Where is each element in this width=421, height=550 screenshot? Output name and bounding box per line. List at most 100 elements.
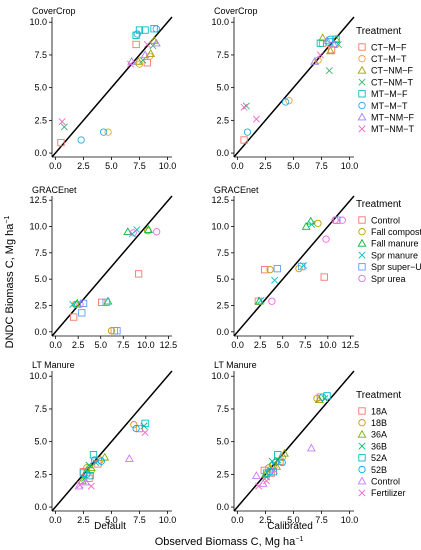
panel-strip-title: LT Manure [32, 360, 75, 370]
data-point [135, 424, 144, 433]
data-point [77, 136, 85, 144]
data-point [81, 477, 91, 486]
legend-label: CT−NM−F [371, 66, 414, 76]
panel-covercrop-default: CoverCrop 0.0 2.5 5.0 7.5 10.0 0.0 2.5 5.0 7.5 10.… [29, 6, 176, 171]
data-point [332, 35, 340, 43]
data-point [103, 296, 113, 305]
data-point [263, 477, 271, 485]
y-tick-label: 2.5 [34, 300, 47, 310]
y-axis-title: DNDC Biomass C, Mg ha−1 [4, 216, 16, 349]
data-point [266, 266, 274, 274]
x-tick-label: 5.0 [276, 340, 289, 350]
data-point [133, 30, 141, 38]
one-to-one-line [51, 195, 173, 337]
data-point [269, 468, 277, 476]
data-point [90, 456, 99, 464]
col-label-calibrated: Calibrated [267, 521, 313, 532]
data-point [255, 482, 263, 490]
x-tick-label: 5.0 [287, 161, 300, 171]
data-point [329, 39, 339, 48]
data-point [87, 482, 95, 490]
x-tick-label: 0.0 [49, 515, 62, 525]
legend-label: Fall compost [371, 227, 421, 237]
y-tick-label: 10.0 [211, 371, 229, 381]
x-tick-label: 2.5 [77, 161, 90, 171]
legend-key [358, 55, 366, 63]
legend-label: MT−M−T [371, 101, 408, 111]
y-tick-label: 10.0 [29, 222, 47, 232]
data-point [240, 103, 248, 111]
x-tick-label: 2.5 [259, 161, 272, 171]
legend-title: Treatment [356, 26, 401, 37]
legend-label: 52B [371, 465, 387, 475]
data-point [130, 420, 138, 429]
legend-key [358, 228, 366, 236]
legend-key [357, 429, 367, 438]
data-point [143, 40, 151, 48]
legend-label: 52A [371, 453, 387, 463]
x-tick-label: 2.5 [72, 340, 85, 350]
legend-key [358, 251, 366, 259]
y-tick-label: 12.5 [211, 195, 229, 205]
legend-key [358, 216, 366, 224]
data-point [107, 327, 116, 335]
x-tick-label: 2.5 [77, 515, 90, 525]
data-point [333, 216, 341, 224]
legend-label: CT−NM−T [371, 77, 414, 87]
data-point [325, 46, 335, 55]
x-tick-label: 7.5 [133, 515, 146, 525]
data-point [140, 50, 150, 59]
data-point [85, 461, 93, 469]
legend-key [358, 465, 366, 474]
data-point [57, 138, 65, 147]
y-tick-label: 10.0 [29, 17, 47, 27]
data-point [314, 219, 322, 228]
data-point [240, 136, 248, 144]
data-point [143, 59, 151, 67]
legend-key [358, 442, 366, 450]
x-tick-label: 10.0 [159, 515, 177, 525]
data-point [320, 273, 328, 281]
legend-key [357, 112, 367, 121]
data-point [306, 443, 316, 452]
legend-label: CT−M−T [371, 54, 407, 64]
data-point [78, 309, 86, 317]
legend-covercrop: Treatment CT−M−F CT−M−T CT−NM−FCT−NM−T MT−M−… [356, 26, 415, 134]
x-tick-label: 7.5 [117, 340, 130, 350]
data-point [129, 229, 137, 237]
data-point [268, 297, 276, 305]
data-point [132, 424, 140, 433]
data-point [242, 102, 250, 110]
legend-key [358, 419, 366, 427]
y-tick-label: 5.0 [216, 437, 229, 447]
y-tick-label: 5.0 [34, 437, 47, 447]
data-point [318, 33, 328, 42]
x-tick-label: 10.0 [341, 515, 359, 525]
data-point [134, 270, 143, 278]
col-label-default: Default [94, 521, 126, 532]
y-tick-label: 7.5 [216, 404, 229, 414]
data-point [274, 451, 282, 459]
y-tick-label: 7.5 [34, 248, 47, 258]
panel-strip-title: GRACEnet [214, 185, 259, 195]
legend-key [357, 238, 367, 247]
data-point [314, 395, 324, 403]
y-tick-label: 7.5 [216, 50, 229, 60]
legend-label: Control [371, 477, 400, 487]
one-to-one-line [233, 16, 355, 158]
data-point [133, 56, 143, 65]
x-tick-label: 10.0 [159, 161, 177, 171]
legend-key [358, 407, 366, 415]
panel-strip-title: CoverCrop [214, 6, 258, 16]
x-tick-label: 2.5 [254, 340, 267, 350]
data-point [113, 327, 121, 335]
x-tick-label: 12.5 [342, 340, 360, 350]
data-point [318, 393, 327, 401]
y-tick-label: 5.0 [34, 274, 47, 284]
legend-key [357, 65, 367, 74]
data-point [310, 56, 320, 65]
legend-key [358, 90, 366, 98]
